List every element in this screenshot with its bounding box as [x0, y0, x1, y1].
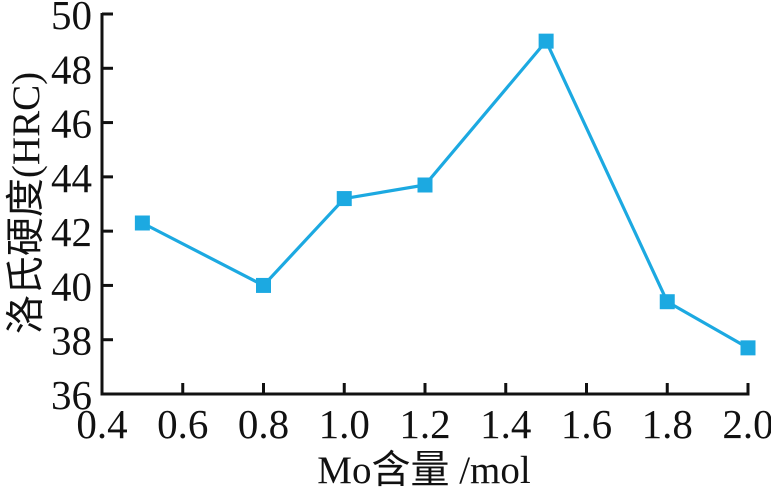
- data-point-marker: [256, 277, 271, 293]
- y-tick-label: 36: [51, 372, 92, 418]
- data-point-marker: [538, 33, 554, 49]
- series-line: [141, 38, 749, 350]
- x-tick-label: 2.0: [722, 401, 771, 447]
- y-tick-label: 48: [51, 46, 92, 92]
- axis-spines: [100, 13, 750, 396]
- y-axis-title: 洛氏硬度(HRC): [5, 72, 48, 334]
- x-tick-label: 1.0: [319, 401, 370, 447]
- y-tick-label: 44: [51, 155, 92, 201]
- y-tick-label: 50: [51, 0, 92, 38]
- x-tick-label: 1.2: [399, 401, 450, 447]
- plot-layer: 0.4 0.6 0.8 1.0 1.2 1.4 1.6 1.8 2.0 36 38 40 42 44 46 4…: [51, 0, 771, 447]
- y-tick-label: 38: [51, 318, 92, 364]
- y-tick-label: 40: [51, 263, 92, 309]
- x-tick-label: 1.8: [642, 401, 693, 447]
- x-tick-label: 1.6: [561, 401, 612, 447]
- data-point-marker: [659, 294, 675, 310]
- data-point-marker: [740, 340, 756, 356]
- x-tick-label: 0.6: [157, 401, 208, 447]
- data-point-marker: [134, 215, 150, 231]
- data-point-marker: [336, 191, 352, 207]
- x-tick-label: 1.4: [480, 401, 531, 447]
- x-axis-title: Mo含量 /mol: [317, 449, 531, 492]
- data-point-marker: [417, 177, 433, 193]
- x-tick-label: 0.4: [76, 401, 127, 447]
- y-tick-label: 46: [51, 101, 92, 147]
- y-tick-label: 42: [51, 209, 92, 255]
- x-tick-label: 0.8: [238, 401, 289, 447]
